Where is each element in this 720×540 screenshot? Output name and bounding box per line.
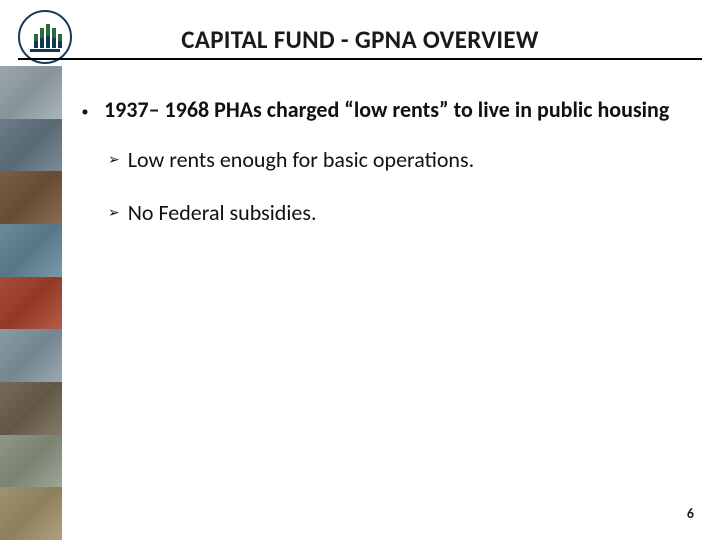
sub-bullet-list: ➢Low rents enough for basic operations.➢… bbox=[108, 146, 692, 227]
title-rule bbox=[18, 58, 702, 60]
sidebar-thumb bbox=[0, 66, 62, 119]
sub-bullet: ➢ No Federal subsidies. bbox=[108, 199, 692, 228]
sidebar-thumb bbox=[0, 119, 62, 172]
page-title: CAPITAL FUND - GPNA OVERVIEW bbox=[0, 24, 720, 55]
content-area: • 1937– 1968 PHAs charged “low rents” to… bbox=[80, 96, 692, 251]
sidebar-thumb bbox=[0, 277, 62, 330]
sub-bullet-text: No Federal subsidies. bbox=[128, 199, 317, 228]
sub-bullet-marker: ➢ bbox=[108, 204, 120, 228]
bullet-marker: • bbox=[80, 103, 90, 124]
sidebar-thumb bbox=[0, 329, 62, 382]
page-number: 6 bbox=[687, 505, 694, 522]
sidebar-thumb bbox=[0, 435, 62, 488]
sidebar-thumbnails bbox=[0, 66, 62, 540]
sub-bullet: ➢ Low rents enough for basic operations. bbox=[108, 146, 692, 175]
sub-bullet-marker: ➢ bbox=[108, 151, 120, 175]
sidebar-thumb bbox=[0, 487, 62, 540]
sidebar-thumb bbox=[0, 382, 62, 435]
sidebar-thumb bbox=[0, 224, 62, 277]
sub-bullet-text: Low rents enough for basic operations. bbox=[128, 146, 474, 175]
sidebar-thumb bbox=[0, 171, 62, 224]
bullet-text: 1937– 1968 PHAs charged “low rents” to l… bbox=[104, 96, 669, 124]
bullet-level1: • 1937– 1968 PHAs charged “low rents” to… bbox=[80, 96, 692, 124]
